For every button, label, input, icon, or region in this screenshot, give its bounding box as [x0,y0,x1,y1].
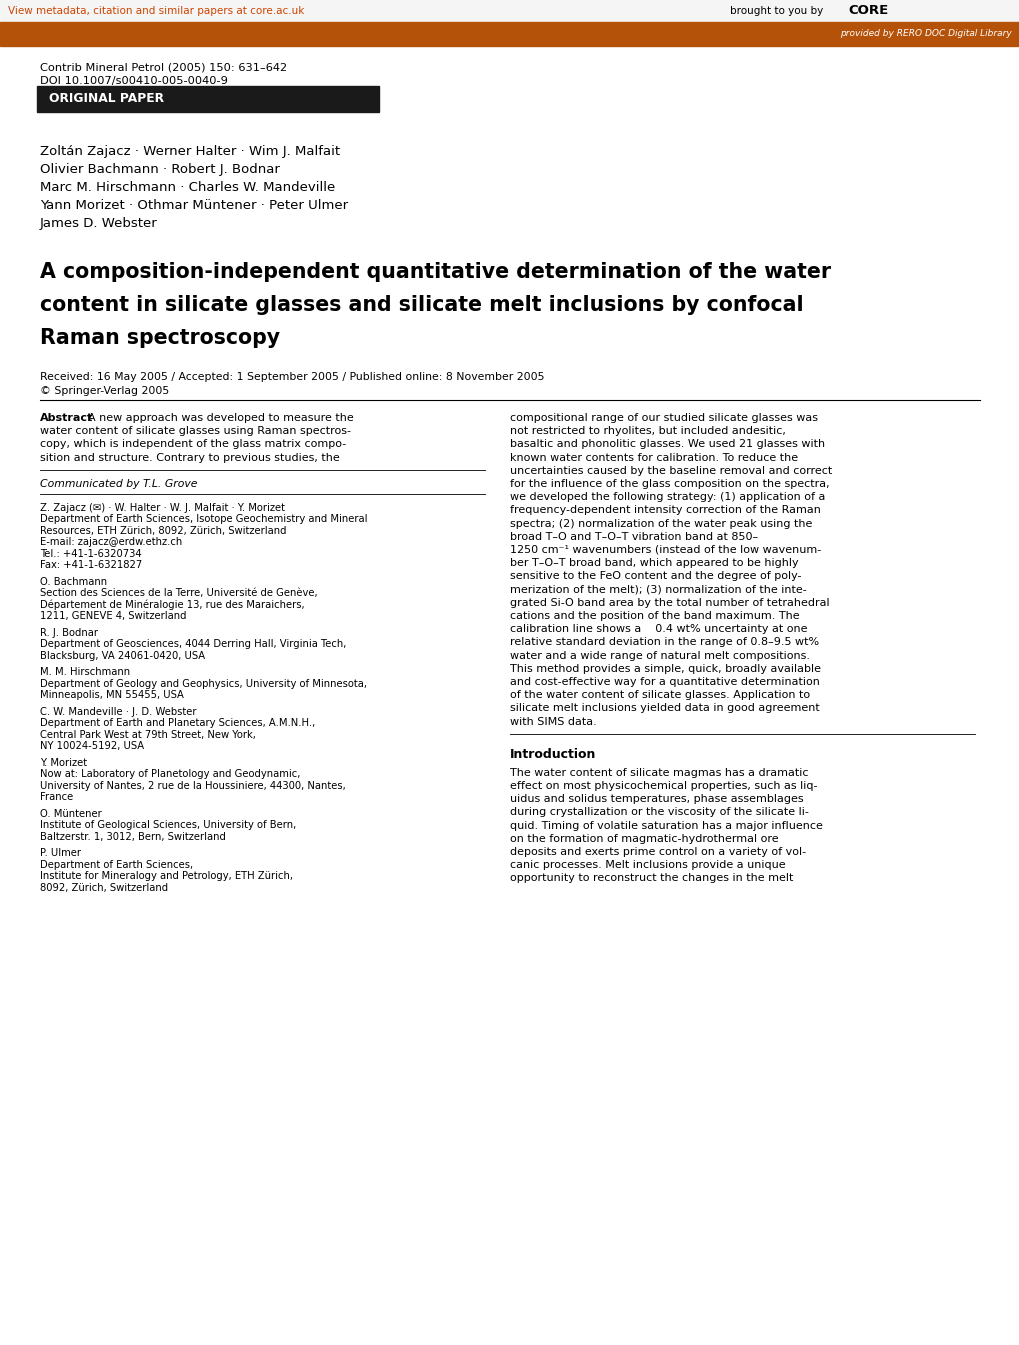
Text: Z. Zajacz (✉) · W. Halter · W. J. Malfait · Y. Morizet: Z. Zajacz (✉) · W. Halter · W. J. Malfai… [40,503,284,512]
Text: 1211, GENEVE 4, Switzerland: 1211, GENEVE 4, Switzerland [40,611,186,621]
Text: with SIMS data.: with SIMS data. [510,717,596,726]
Text: Blacksburg, VA 24061-0420, USA: Blacksburg, VA 24061-0420, USA [40,651,205,660]
Text: known water contents for calibration. To reduce the: known water contents for calibration. To… [510,453,797,463]
Text: NY 10024-5192, USA: NY 10024-5192, USA [40,741,144,752]
Text: during crystallization or the viscosity of the silicate li-: during crystallization or the viscosity … [510,807,808,818]
Text: O. Müntener: O. Müntener [40,808,102,819]
Text: A composition-independent quantitative determination of the water: A composition-independent quantitative d… [40,262,830,282]
Text: Yann Morizet · Othmar Müntener · Peter Ulmer: Yann Morizet · Othmar Müntener · Peter U… [40,199,347,213]
Text: Institute of Geological Sciences, University of Bern,: Institute of Geological Sciences, Univer… [40,820,296,830]
Text: Department of Earth Sciences,: Department of Earth Sciences, [40,859,193,870]
Text: merization of the melt); (3) normalization of the inte-: merization of the melt); (3) normalizati… [510,585,806,594]
Text: Institute for Mineralogy and Petrology, ETH Zürich,: Institute for Mineralogy and Petrology, … [40,872,292,881]
Text: silicate melt inclusions yielded data in good agreement: silicate melt inclusions yielded data in… [510,703,819,713]
Text: C. W. Mandeville · J. D. Webster: C. W. Mandeville · J. D. Webster [40,707,197,717]
Text: brought to you by: brought to you by [730,5,828,16]
Text: spectra; (2) normalization of the water peak using the: spectra; (2) normalization of the water … [510,519,811,529]
Text: of the water content of silicate glasses. Application to: of the water content of silicate glasses… [510,690,809,701]
Text: and cost-effective way for a quantitative determination: and cost-effective way for a quantitativ… [510,677,819,687]
Text: effect on most physicochemical properties, such as liq-: effect on most physicochemical propertie… [510,781,816,791]
Text: 8092, Zürich, Switzerland: 8092, Zürich, Switzerland [40,882,168,893]
Text: grated Si-O band area by the total number of tetrahedral: grated Si-O band area by the total numbe… [510,597,828,608]
Text: deposits and exerts prime control on a variety of vol-: deposits and exerts prime control on a v… [510,847,805,857]
Text: Received: 16 May 2005 / Accepted: 1 September 2005 / Published online: 8 Novembe: Received: 16 May 2005 / Accepted: 1 Sept… [40,373,544,382]
Text: Communicated by T.L. Grove: Communicated by T.L. Grove [40,479,198,488]
Text: water content of silicate glasses using Raman spectros-: water content of silicate glasses using … [40,426,351,436]
Text: © Springer-Verlag 2005: © Springer-Verlag 2005 [40,386,169,395]
Text: Abstract: Abstract [40,413,93,422]
Text: Raman spectroscopy: Raman spectroscopy [40,328,280,348]
Text: This method provides a simple, quick, broadly available: This method provides a simple, quick, br… [510,664,820,674]
Text: canic processes. Melt inclusions provide a unique: canic processes. Melt inclusions provide… [510,861,785,870]
Text: basaltic and phonolitic glasses. We used 21 glasses with: basaltic and phonolitic glasses. We used… [510,440,824,449]
Text: Introduction: Introduction [510,748,596,761]
Text: Department of Geosciences, 4044 Derring Hall, Virginia Tech,: Department of Geosciences, 4044 Derring … [40,639,346,650]
Text: A new approach was developed to measure the: A new approach was developed to measure … [88,413,354,422]
Text: Zoltán Zajacz · Werner Halter · Wim J. Malfait: Zoltán Zajacz · Werner Halter · Wim J. M… [40,145,339,157]
Text: water and a wide range of natural melt compositions.: water and a wide range of natural melt c… [510,651,809,660]
Bar [0,0,1019,22]
Text: ORIGINAL PAPER: ORIGINAL PAPER [49,93,164,105]
Text: Marc M. Hirschmann · Charles W. Mandeville: Marc M. Hirschmann · Charles W. Mandevil… [40,182,335,194]
Text: Department of Geology and Geophysics, University of Minnesota,: Department of Geology and Geophysics, Un… [40,679,367,689]
Text: sensitive to the FeO content and the degree of poly-: sensitive to the FeO content and the deg… [510,572,801,581]
Text: relative standard deviation in the range of 0.8–9.5 wt%: relative standard deviation in the range… [510,638,818,647]
Text: P. Ulmer: P. Ulmer [40,849,81,858]
Text: James D. Webster: James D. Webster [40,217,158,230]
Text: opportunity to reconstruct the changes in the melt: opportunity to reconstruct the changes i… [510,873,793,884]
Text: uidus and solidus temperatures, phase assemblages: uidus and solidus temperatures, phase as… [510,794,803,804]
Text: not restricted to rhyolites, but included andesitic,: not restricted to rhyolites, but include… [510,426,785,436]
Text: broad T–O and T–O–T vibration band at 850–: broad T–O and T–O–T vibration band at 85… [510,531,757,542]
Text: University of Nantes, 2 rue de la Houssiniere, 44300, Nantes,: University of Nantes, 2 rue de la Houssi… [40,781,345,791]
Text: frequency-dependent intensity correction of the Raman: frequency-dependent intensity correction… [510,506,820,515]
Text: quid. Timing of volatile saturation has a major influence: quid. Timing of volatile saturation has … [510,820,822,831]
Text: provided by RERO DOC Digital Library: provided by RERO DOC Digital Library [840,30,1011,39]
Text: Central Park West at 79th Street, New York,: Central Park West at 79th Street, New Yo… [40,730,256,740]
Text: for the influence of the glass composition on the spectra,: for the influence of the glass compositi… [510,479,828,490]
Text: Tel.: +41-1-6320734: Tel.: +41-1-6320734 [40,549,142,558]
Text: copy, which is independent of the glass matrix compo-: copy, which is independent of the glass … [40,440,345,449]
Text: M. M. Hirschmann: M. M. Hirschmann [40,667,130,678]
Text: content in silicate glasses and silicate melt inclusions by confocal: content in silicate glasses and silicate… [40,295,803,315]
Text: Contrib Mineral Petrol (2005) 150: 631–642: Contrib Mineral Petrol (2005) 150: 631–6… [40,62,286,73]
Text: uncertainties caused by the baseline removal and correct: uncertainties caused by the baseline rem… [510,465,832,476]
Text: E-mail: zajacz@erdw.ethz.ch: E-mail: zajacz@erdw.ethz.ch [40,537,182,547]
Text: CORE: CORE [847,4,888,17]
Text: Baltzerstr. 1, 3012, Bern, Switzerland: Baltzerstr. 1, 3012, Bern, Switzerland [40,831,225,842]
Text: Now at: Laboratory of Planetology and Geodynamic,: Now at: Laboratory of Planetology and Ge… [40,769,300,779]
Text: Olivier Bachmann · Robert J. Bodnar: Olivier Bachmann · Robert J. Bodnar [40,163,279,176]
Bar [0,22,1019,46]
Text: Department of Earth Sciences, Isotope Geochemistry and Mineral: Department of Earth Sciences, Isotope Ge… [40,514,367,525]
Text: Fax: +41-1-6321827: Fax: +41-1-6321827 [40,561,142,570]
Bar [37,86,379,112]
Text: 1250 cm⁻¹ wavenumbers (instead of the low wavenum-: 1250 cm⁻¹ wavenumbers (instead of the lo… [510,545,820,555]
Text: we developed the following strategy: (1) application of a: we developed the following strategy: (1)… [510,492,824,502]
Text: The water content of silicate magmas has a dramatic: The water content of silicate magmas has… [510,768,808,777]
Text: ber T–O–T broad band, which appeared to be highly: ber T–O–T broad band, which appeared to … [510,558,798,568]
Text: Y. Morizet: Y. Morizet [40,757,87,768]
Text: on the formation of magmatic-hydrothermal ore: on the formation of magmatic-hydrotherma… [510,834,777,843]
Text: Minneapolis, MN 55455, USA: Minneapolis, MN 55455, USA [40,690,183,701]
Text: View metadata, citation and similar papers at core.ac.uk: View metadata, citation and similar pape… [8,5,304,16]
Text: Resources, ETH Zürich, 8092, Zürich, Switzerland: Resources, ETH Zürich, 8092, Zürich, Swi… [40,526,286,535]
Text: R. J. Bodnar: R. J. Bodnar [40,628,98,638]
Text: France: France [40,792,73,803]
Text: Department of Earth and Planetary Sciences, A.M.N.H.,: Department of Earth and Planetary Scienc… [40,718,315,728]
Text: Section des Sciences de la Terre, Université de Genève,: Section des Sciences de la Terre, Univer… [40,588,317,599]
Text: cations and the position of the band maximum. The: cations and the position of the band max… [510,611,799,621]
Text: Département de Minéralogie 13, rue des Maraichers,: Département de Minéralogie 13, rue des M… [40,600,305,611]
Text: sition and structure. Contrary to previous studies, the: sition and structure. Contrary to previo… [40,453,339,463]
Text: DOI 10.1007/s00410-005-0040-9: DOI 10.1007/s00410-005-0040-9 [40,77,227,86]
Text: compositional range of our studied silicate glasses was: compositional range of our studied silic… [510,413,817,422]
Text: calibration line shows a    0.4 wt% uncertainty at one: calibration line shows a 0.4 wt% uncerta… [510,624,807,635]
Text: O. Bachmann: O. Bachmann [40,577,107,586]
